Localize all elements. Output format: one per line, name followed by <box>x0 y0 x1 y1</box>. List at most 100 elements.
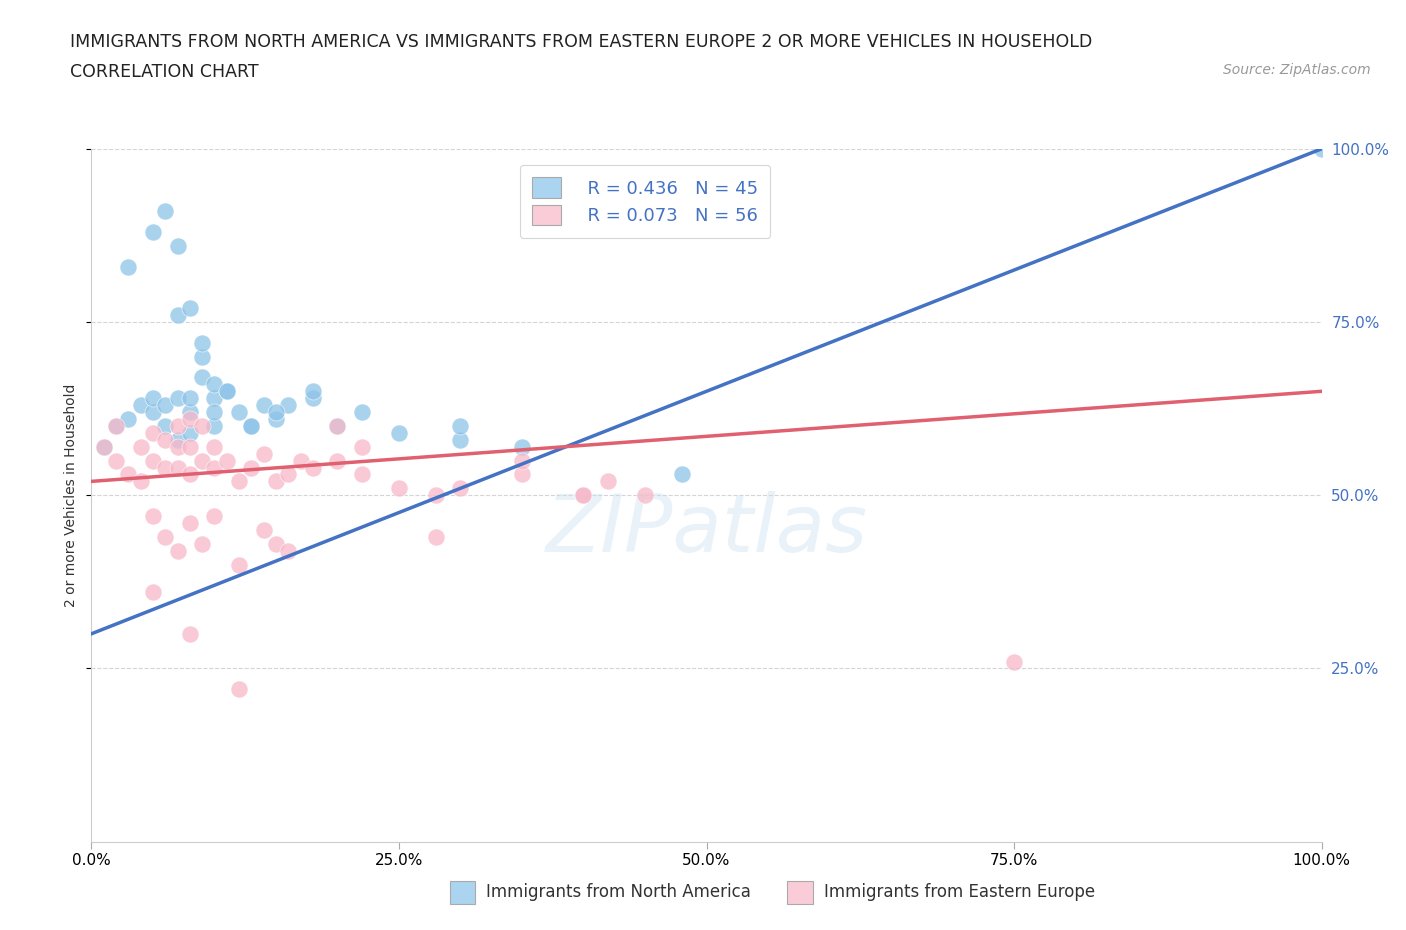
Point <box>105 453 127 468</box>
Point <box>153 204 177 219</box>
Point <box>388 481 411 496</box>
Point <box>129 398 152 413</box>
Point <box>277 398 299 413</box>
Point <box>425 488 447 503</box>
Text: Immigrants from North America: Immigrants from North America <box>486 884 751 901</box>
Point <box>215 384 238 399</box>
Point <box>240 460 263 475</box>
Point <box>510 453 533 468</box>
Point <box>202 391 225 405</box>
Point <box>240 418 263 433</box>
Point <box>671 467 693 482</box>
Point <box>449 481 471 496</box>
Point <box>228 682 250 697</box>
Point <box>228 474 250 489</box>
Point <box>153 460 177 475</box>
Point <box>264 537 287 551</box>
Point <box>129 439 152 454</box>
Point <box>153 398 177 413</box>
Point <box>215 453 238 468</box>
Point <box>572 488 595 503</box>
Point <box>1002 654 1025 669</box>
Point <box>142 509 165 524</box>
Point <box>277 543 299 558</box>
Point <box>215 384 238 399</box>
Point <box>153 418 177 433</box>
Point <box>634 488 657 503</box>
Point <box>253 446 276 461</box>
Point <box>264 412 287 427</box>
Point <box>142 425 165 440</box>
Point <box>510 467 533 482</box>
Point <box>166 432 188 447</box>
Point <box>191 370 214 385</box>
Point <box>352 467 374 482</box>
Point <box>352 405 374 419</box>
Point <box>191 350 214 365</box>
Text: CORRELATION CHART: CORRELATION CHART <box>70 63 259 81</box>
Text: ZIPatlas: ZIPatlas <box>546 491 868 569</box>
Point <box>449 432 471 447</box>
Point <box>179 405 201 419</box>
Point <box>179 467 201 482</box>
Point <box>326 418 349 433</box>
Point <box>142 453 165 468</box>
Point <box>388 425 411 440</box>
Point <box>191 453 214 468</box>
Point <box>191 336 214 351</box>
Point <box>1310 141 1333 156</box>
Point <box>179 439 201 454</box>
Point <box>253 398 276 413</box>
Point <box>179 412 201 427</box>
Point <box>264 405 287 419</box>
Point <box>179 391 201 405</box>
Point <box>425 529 447 544</box>
Point <box>277 467 299 482</box>
Point <box>301 384 323 399</box>
Point <box>153 529 177 544</box>
Point <box>228 557 250 572</box>
Text: IMMIGRANTS FROM NORTH AMERICA VS IMMIGRANTS FROM EASTERN EUROPE 2 OR MORE VEHICL: IMMIGRANTS FROM NORTH AMERICA VS IMMIGRA… <box>70 33 1092 50</box>
Point <box>290 453 312 468</box>
Point <box>202 509 225 524</box>
Point <box>352 439 374 454</box>
Point <box>166 308 188 323</box>
Point <box>166 439 188 454</box>
Point <box>166 238 188 253</box>
Point <box>572 488 595 503</box>
Point <box>253 523 276 538</box>
Point <box>191 537 214 551</box>
Point <box>142 224 165 239</box>
Point <box>240 418 263 433</box>
Point <box>93 439 115 454</box>
Y-axis label: 2 or more Vehicles in Household: 2 or more Vehicles in Household <box>65 383 79 607</box>
Point <box>179 515 201 530</box>
Point <box>129 474 152 489</box>
Point <box>596 474 619 489</box>
Point <box>93 439 115 454</box>
Point <box>228 405 250 419</box>
Point <box>117 467 139 482</box>
Point <box>202 418 225 433</box>
Point <box>166 391 188 405</box>
Point <box>264 474 287 489</box>
Point <box>166 543 188 558</box>
Point <box>202 460 225 475</box>
Point <box>202 405 225 419</box>
Point <box>142 405 165 419</box>
Point <box>326 453 349 468</box>
Point <box>166 460 188 475</box>
Legend:   R = 0.436   N = 45,   R = 0.073   N = 56: R = 0.436 N = 45, R = 0.073 N = 56 <box>520 165 770 238</box>
Point <box>202 439 225 454</box>
Point <box>179 627 201 642</box>
Point <box>179 300 201 315</box>
Point <box>191 418 214 433</box>
Point <box>326 418 349 433</box>
Point <box>117 412 139 427</box>
Point <box>301 460 323 475</box>
Point <box>449 418 471 433</box>
Point <box>166 418 188 433</box>
Point <box>105 418 127 433</box>
Point <box>142 391 165 405</box>
Point <box>179 425 201 440</box>
